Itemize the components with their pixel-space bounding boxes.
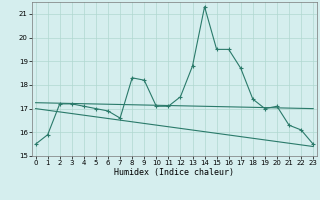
X-axis label: Humidex (Indice chaleur): Humidex (Indice chaleur) bbox=[115, 168, 234, 177]
